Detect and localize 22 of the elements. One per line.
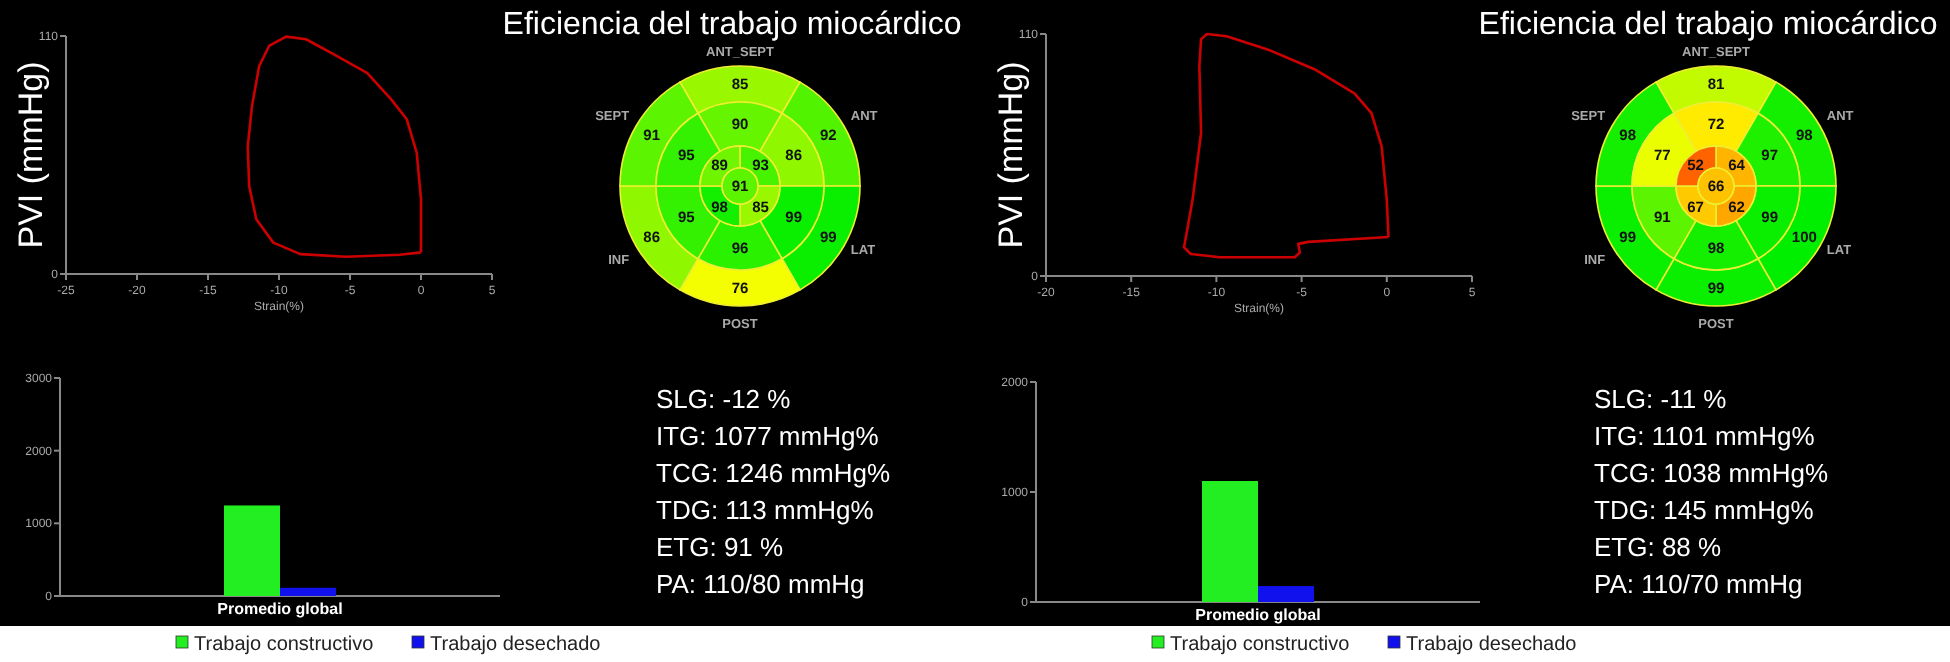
legend-label: Trabajo constructivo xyxy=(1170,634,1351,656)
y-axis-title: PVI (mmHg) xyxy=(12,61,50,249)
text: TDG: 113 mmHg% xyxy=(656,495,875,525)
text: PA: 110/70 mmHg xyxy=(1594,569,1803,599)
text: ITG: 1101 mmHg% xyxy=(1594,421,1816,451)
text: ITG: 1077 mmHg% xyxy=(656,421,880,451)
text: PA: 110/80 mmHg xyxy=(656,569,865,599)
text: Eficiencia del trabajo miocárdico xyxy=(502,8,962,42)
legend-label: Trabajo desechado xyxy=(1406,634,1578,656)
y-axis-title: PVI (mmHg) xyxy=(992,61,1030,249)
legend-label: Trabajo desechado xyxy=(430,634,602,656)
text: SLG: -11 % xyxy=(1594,384,1728,414)
legend-label: Trabajo constructivo xyxy=(194,634,375,656)
text: TCG: 1246 mmHg% xyxy=(656,458,891,488)
text: Eficiencia del trabajo miocárdico xyxy=(1478,8,1938,42)
text: ETG: 88 % xyxy=(1594,532,1723,562)
x-tick-label: Promedio global xyxy=(1195,606,1321,624)
text: SLG: -12 % xyxy=(656,384,792,414)
text: TDG: 145 mmHg% xyxy=(1594,495,1815,525)
text: ETG: 91 % xyxy=(656,532,785,562)
x-tick-label: Promedio global xyxy=(217,600,343,618)
text: TCG: 1038 mmHg% xyxy=(1594,458,1829,488)
